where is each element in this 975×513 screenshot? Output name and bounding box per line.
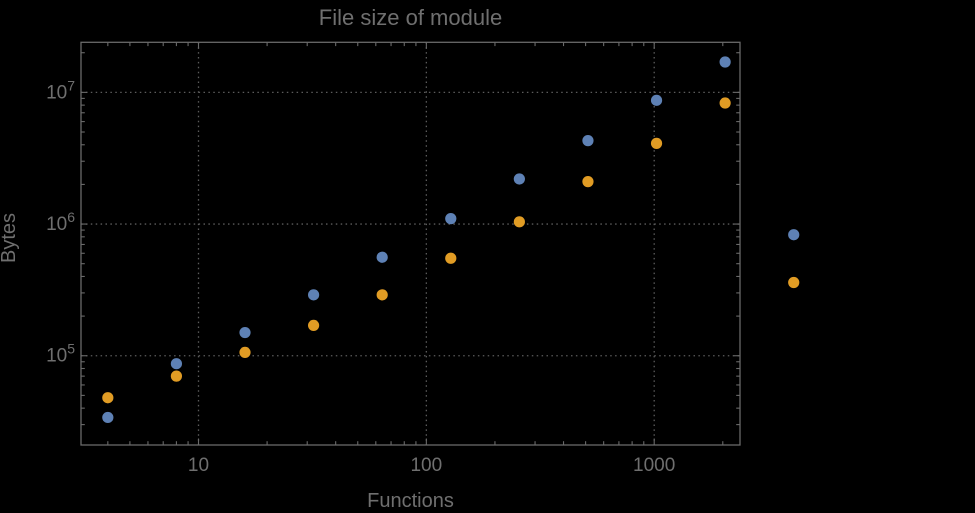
gridlines [81, 42, 740, 445]
y-tick-label: 107 [46, 77, 75, 103]
x-tick-label: 100 [410, 455, 442, 476]
data-point [788, 229, 800, 241]
y-tick-label: 105 [46, 341, 75, 367]
data-point [513, 173, 525, 185]
data-point [102, 411, 114, 424]
y-tick-label: 106 [46, 209, 75, 235]
data-point [376, 289, 388, 301]
x-tick-label: 10 [188, 455, 209, 476]
data-point [719, 56, 731, 68]
data-point [445, 252, 457, 264]
data-point [376, 251, 388, 263]
plot-frame [80, 41, 741, 446]
series-1-points [102, 56, 800, 424]
data-point [239, 326, 251, 339]
data-point [582, 135, 594, 147]
data-point [719, 97, 731, 109]
y-axis-label: Bytes [0, 213, 20, 263]
data-point [788, 276, 800, 289]
axis-ticks [81, 42, 740, 445]
x-axis-label: Functions [367, 490, 454, 512]
series-2-points [102, 97, 800, 404]
data-point [513, 216, 525, 228]
data-point [170, 370, 183, 382]
data-point [445, 213, 457, 225]
chart-title: File size of module [319, 5, 502, 30]
data-point [307, 319, 320, 331]
data-point [239, 346, 251, 359]
data-point [650, 137, 663, 149]
x-tick-label: 1000 [633, 455, 675, 476]
data-point [650, 94, 663, 106]
data-point [102, 392, 114, 404]
data-point [170, 358, 183, 370]
data-point [582, 176, 594, 188]
data-point [307, 289, 320, 301]
